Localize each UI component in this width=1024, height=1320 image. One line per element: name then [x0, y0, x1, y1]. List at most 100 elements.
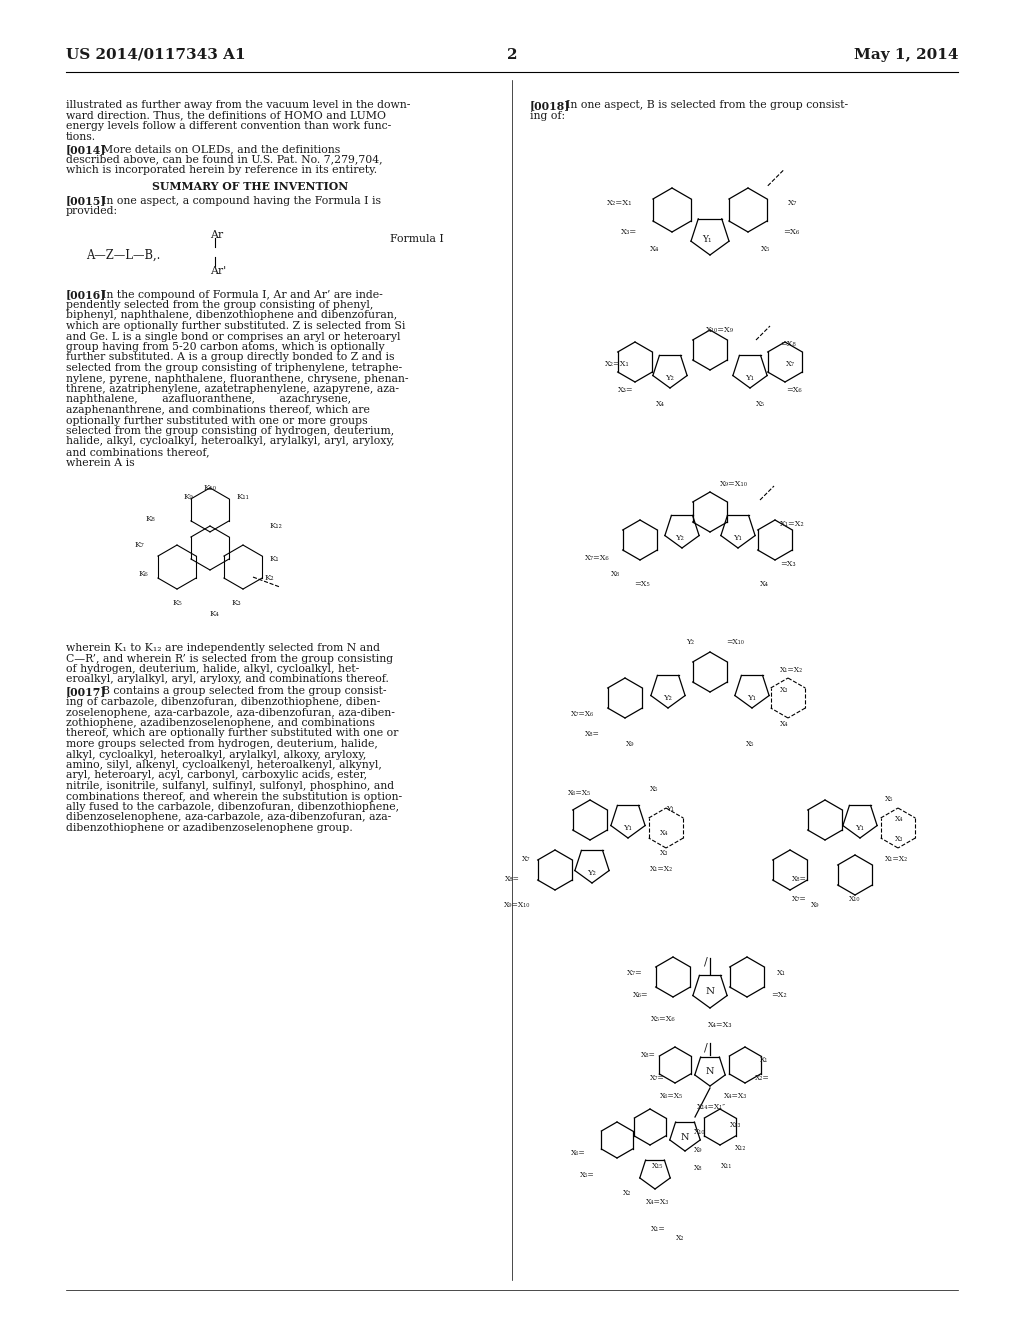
Text: X₃=: X₃= [621, 227, 637, 235]
Text: X₃: X₃ [895, 836, 903, 843]
Text: K₁₂: K₁₂ [269, 521, 283, 529]
Text: ing of:: ing of: [530, 111, 565, 121]
Text: which are optionally further substituted. Z is selected from Si: which are optionally further substituted… [66, 321, 406, 331]
Text: X₇=: X₇= [793, 895, 807, 903]
Text: zoselenophene, aza-carbazole, aza-dibenzofuran, aza-diben-: zoselenophene, aza-carbazole, aza-dibenz… [66, 708, 395, 718]
Text: X₁₀: X₁₀ [849, 895, 861, 903]
Text: 2: 2 [507, 48, 517, 62]
Text: X₆=X₅: X₆=X₅ [659, 1092, 683, 1100]
Text: X₁₅: X₁₅ [652, 1162, 664, 1170]
Text: X₁₃: X₁₃ [730, 1121, 741, 1129]
Text: X₁₀: X₁₀ [694, 1129, 706, 1137]
Text: X₇=: X₇= [650, 1074, 665, 1082]
Text: Y₁: Y₁ [856, 824, 864, 832]
Text: wherein K₁ to K₁₂ are independently selected from N and: wherein K₁ to K₁₂ are independently sele… [66, 643, 380, 653]
Text: Y₁: Y₁ [702, 235, 712, 244]
Text: X₁=X₂: X₁=X₂ [885, 855, 908, 863]
Text: Ar: Ar [210, 230, 223, 239]
Text: azaphenanthrene, and combinations thereof, which are: azaphenanthrene, and combinations thereo… [66, 405, 370, 414]
Text: X₁₁: X₁₁ [721, 1162, 732, 1170]
Text: K₉: K₉ [183, 492, 193, 502]
Text: X₉: X₉ [811, 902, 819, 909]
Text: X₇=: X₇= [628, 969, 643, 977]
Text: /: / [705, 957, 708, 968]
Text: X₄: X₄ [649, 246, 659, 253]
Text: selected from the group consisting of hydrogen, deuterium,: selected from the group consisting of hy… [66, 426, 394, 436]
Text: provided:: provided: [66, 206, 118, 216]
Text: which is incorporated herein by reference in its entirety.: which is incorporated herein by referenc… [66, 165, 377, 176]
Text: X₅: X₅ [885, 795, 893, 803]
Text: X₈=: X₈= [793, 875, 807, 883]
Text: X₆=: X₆= [634, 991, 649, 999]
Text: X₄=X₃: X₄=X₃ [708, 1020, 732, 1030]
Text: illustrated as further away from the vacuum level in the down-: illustrated as further away from the vac… [66, 100, 411, 110]
Text: Y₁: Y₁ [748, 694, 757, 702]
Text: X₂: X₂ [623, 1189, 631, 1197]
Text: Y₁: Y₁ [624, 824, 633, 832]
Text: Ar': Ar' [210, 267, 226, 276]
Text: More details on OLEDs, and the definitions: More details on OLEDs, and the definitio… [102, 144, 340, 154]
Text: K₂: K₂ [265, 574, 274, 582]
Text: thereof, which are optionally further substituted with one or: thereof, which are optionally further su… [66, 729, 398, 738]
Text: X₉: X₉ [626, 741, 634, 748]
Text: X₇: X₇ [786, 360, 795, 368]
Text: [0017]: [0017] [66, 686, 106, 697]
Text: /: / [705, 1041, 708, 1052]
Text: X₁₄=X₁″: X₁₄=X₁″ [697, 1102, 727, 1110]
Text: Formula I: Formula I [390, 235, 443, 244]
Text: and Ge. L is a single bond or comprises an aryl or heteroaryl: and Ge. L is a single bond or comprises … [66, 331, 400, 342]
Text: Y₁: Y₁ [733, 535, 742, 543]
Text: Y₁: Y₁ [745, 374, 755, 381]
Text: =X₃: =X₃ [780, 560, 796, 568]
Text: Y₁: Y₁ [666, 805, 674, 813]
Text: X₈=: X₈= [641, 1051, 656, 1059]
Text: =X₂: =X₂ [771, 991, 786, 999]
Text: K₃: K₃ [231, 598, 242, 607]
Text: group having from 5-20 carbon atoms, which is optionally: group having from 5-20 carbon atoms, whi… [66, 342, 385, 352]
Text: X₄: X₄ [655, 400, 665, 408]
Text: X₈=: X₈= [505, 875, 520, 883]
Text: X₆=: X₆= [571, 1150, 586, 1158]
Text: In the compound of Formula I, Ar and Ar’ are inde-: In the compound of Formula I, Ar and Ar’… [102, 289, 383, 300]
Text: N: N [706, 1068, 715, 1077]
Text: K₁₁: K₁₁ [237, 492, 250, 502]
Text: X₄: X₄ [780, 719, 788, 729]
Text: [0018]: [0018] [530, 100, 570, 111]
Text: N: N [706, 987, 715, 997]
Text: K₄: K₄ [210, 610, 219, 618]
Text: Y₂: Y₂ [666, 374, 675, 381]
Text: X₁=X₂: X₁=X₂ [780, 520, 805, 528]
Text: X₅=: X₅= [581, 1171, 595, 1179]
Text: described above, can be found in U.S. Pat. No. 7,279,704,: described above, can be found in U.S. Pa… [66, 154, 383, 165]
Text: aryl, heteroaryl, acyl, carbonyl, carboxylic acids, ester,: aryl, heteroaryl, acyl, carbonyl, carbox… [66, 771, 368, 780]
Text: K₁: K₁ [269, 554, 279, 562]
Text: X₅: X₅ [761, 246, 770, 253]
Text: [0014]: [0014] [66, 144, 106, 154]
Text: eroalkyl, arylalkyl, aryl, aryloxy, and combinations thereof.: eroalkyl, arylalkyl, aryl, aryloxy, and … [66, 675, 389, 685]
Text: =X₁₀: =X₁₀ [726, 638, 743, 645]
Text: Y₂: Y₂ [588, 869, 596, 876]
Text: N: N [681, 1133, 689, 1142]
Text: tions.: tions. [66, 132, 96, 141]
Text: =X₆: =X₆ [783, 227, 800, 235]
Text: X₂: X₂ [676, 1234, 684, 1242]
Text: X₂=: X₂= [755, 1074, 770, 1082]
Text: A—Z—L—B,.: A—Z—L—B,. [86, 248, 161, 261]
Text: nitrile, isonitrile, sulfanyl, sulfinyl, sulfonyl, phosphino, and: nitrile, isonitrile, sulfanyl, sulfinyl,… [66, 781, 394, 791]
Text: halide, alkyl, cycloalkyl, heteroalkyl, arylalkyl, aryl, aryloxy,: halide, alkyl, cycloalkyl, heteroalkyl, … [66, 437, 394, 446]
Text: X₉=X₁₀: X₉=X₁₀ [504, 902, 530, 909]
Text: Y₂: Y₂ [664, 694, 673, 702]
Text: K₆: K₆ [139, 570, 148, 578]
Text: more groups selected from hydrogen, deuterium, halide,: more groups selected from hydrogen, deut… [66, 739, 378, 748]
Text: X₁=X₂: X₁=X₂ [650, 865, 673, 873]
Text: ally fused to the carbazole, dibenzofuran, dibenzothiophene,: ally fused to the carbazole, dibenzofura… [66, 803, 399, 812]
Text: dibenzothiophene or azadibenzoselenophene group.: dibenzothiophene or azadibenzoselenophen… [66, 822, 352, 833]
Text: X₉=X₁₀: X₉=X₁₀ [720, 480, 748, 488]
Text: energy levels follow a different convention than work func-: energy levels follow a different convent… [66, 121, 391, 131]
Text: X₈: X₈ [611, 570, 620, 578]
Text: X₁=X₂: X₁=X₂ [780, 667, 803, 675]
Text: biphenyl, naphthalene, dibenzothiophene and dibenzofuran,: biphenyl, naphthalene, dibenzothiophene … [66, 310, 397, 321]
Text: X₁₂: X₁₂ [735, 1144, 746, 1152]
Text: X₃: X₃ [660, 849, 669, 857]
Text: In one aspect, B is selected from the group consist-: In one aspect, B is selected from the gr… [566, 100, 848, 110]
